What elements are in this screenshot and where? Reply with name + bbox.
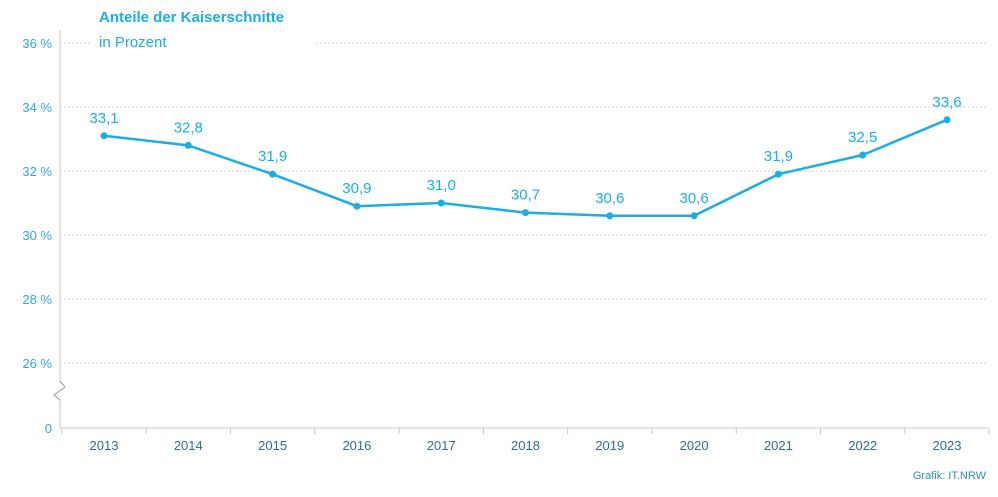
axes xyxy=(53,30,990,434)
y-tick-label: 36 % xyxy=(22,36,52,51)
x-tick-labels: 2013 2014 2015 2016 2017 2018 2019 2020 2021 2022… xyxy=(90,438,962,453)
data-label: 30,9 xyxy=(342,180,371,197)
x-tick-label: 2015 xyxy=(258,438,287,453)
data-label: 31,9 xyxy=(258,148,287,165)
y-tick-label-zero: 0 xyxy=(45,421,52,436)
x-tick-label: 2023 xyxy=(933,438,962,453)
title-background xyxy=(92,0,314,58)
data-label: 31,0 xyxy=(427,177,456,194)
x-tick-label: 2017 xyxy=(427,438,456,453)
data-label: 30,7 xyxy=(511,187,540,204)
x-tick-label: 2021 xyxy=(764,438,793,453)
data-point xyxy=(184,141,192,149)
chart-title: Anteile der Kaiserschnitte xyxy=(99,9,285,26)
axis-break-icon xyxy=(53,380,66,401)
x-tick-label: 2019 xyxy=(595,438,624,453)
data-label: 33,1 xyxy=(89,110,118,127)
data-point xyxy=(269,170,277,178)
data-point xyxy=(100,132,108,140)
data-points xyxy=(100,116,951,220)
data-labels: 33,1 32,8 31,9 30,9 31,0 30,7 30,6 30,6 31,9 32,5… xyxy=(89,94,961,207)
data-point xyxy=(606,212,614,220)
x-tick-label: 2022 xyxy=(848,438,877,453)
y-tick-label: 26 % xyxy=(22,356,52,371)
y-tick-label: 32 % xyxy=(22,164,52,179)
y-tick-label: 30 % xyxy=(22,228,52,243)
data-point xyxy=(353,202,361,210)
x-tick-label: 2018 xyxy=(511,438,540,453)
data-label: 32,8 xyxy=(174,119,203,136)
data-point xyxy=(859,151,867,159)
y-tick-label: 34 % xyxy=(22,100,52,115)
y-tick-labels: 36 % 34 % 32 % 30 % 28 % 26 % 0 xyxy=(22,36,52,436)
x-tick-label: 2013 xyxy=(90,438,119,453)
data-label: 30,6 xyxy=(679,190,708,207)
credit-text: Grafik: IT.NRW xyxy=(912,470,986,482)
data-point xyxy=(522,209,529,217)
data-label: 32,5 xyxy=(848,129,877,146)
data-label: 31,9 xyxy=(764,148,793,165)
data-label: 33,6 xyxy=(932,94,961,111)
data-point xyxy=(774,170,782,178)
chart-subtitle: in Prozent xyxy=(99,34,167,51)
data-label: 30,6 xyxy=(595,190,624,207)
grid-lines xyxy=(60,0,988,364)
x-tick-label: 2016 xyxy=(342,438,371,453)
y-tick-label: 28 % xyxy=(22,292,52,307)
x-tick-label: 2020 xyxy=(680,438,709,453)
data-point xyxy=(943,116,951,124)
data-point xyxy=(690,212,698,220)
data-point xyxy=(437,199,445,207)
x-tick-label: 2014 xyxy=(174,438,203,453)
